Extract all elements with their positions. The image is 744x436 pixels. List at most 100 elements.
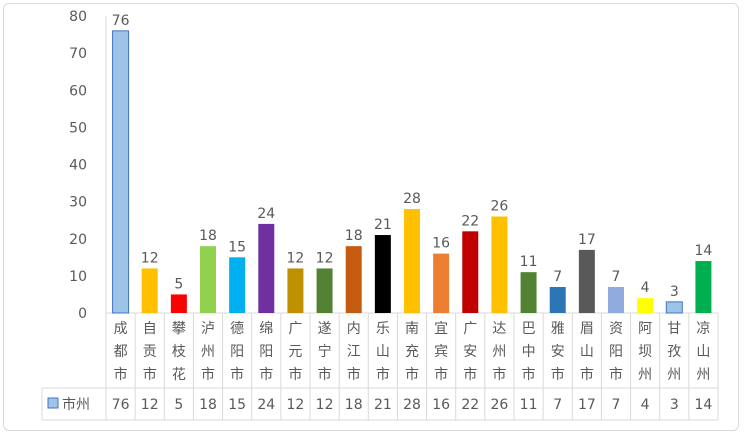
table-cell: 21 <box>374 397 392 413</box>
table-cell: 11 <box>520 397 538 413</box>
x-tick-label: 绵阳市 <box>259 320 273 383</box>
data-label: 17 <box>578 232 596 248</box>
bar <box>549 287 566 313</box>
x-tick-label: 甘孜州 <box>667 321 681 383</box>
x-tick-label: 德阳市 <box>230 321 244 383</box>
y-tick-label: 30 <box>69 195 87 211</box>
data-label: 76 <box>112 13 130 29</box>
table-cell: 28 <box>403 397 421 413</box>
data-label: 11 <box>520 254 538 270</box>
x-tick-label: 内江市 <box>347 321 361 383</box>
y-tick-label: 60 <box>69 83 87 99</box>
bar <box>462 231 479 313</box>
x-tick-label: 自贡市 <box>143 321 157 383</box>
data-label: 14 <box>695 243 713 259</box>
table-cell: 3 <box>670 397 679 413</box>
data-label: 4 <box>641 280 650 296</box>
table-cell: 4 <box>641 397 650 413</box>
data-label: 7 <box>612 269 621 285</box>
bar <box>200 246 216 313</box>
bar <box>491 216 508 313</box>
x-tick-label: 眉山市 <box>580 321 594 383</box>
bar <box>170 294 187 313</box>
x-tick-label: 雅安市 <box>551 321 565 383</box>
bar <box>316 268 333 313</box>
x-tick-label: 宜宾市 <box>434 321 448 383</box>
table-cell: 26 <box>491 397 509 413</box>
table-cell: 7 <box>553 397 562 413</box>
x-tick-label: 广安市 <box>463 321 477 383</box>
data-label: 21 <box>374 217 392 233</box>
x-tick-label: 泸州市 <box>201 321 215 383</box>
x-tick-label: 资阳市 <box>609 321 623 383</box>
data-label: 24 <box>257 206 275 222</box>
bar <box>141 268 158 313</box>
bar <box>520 272 537 313</box>
x-tick-label: 成都市 <box>114 321 128 383</box>
table-cell: 12 <box>287 397 305 413</box>
table-cell: 12 <box>141 397 159 413</box>
data-label: 12 <box>316 250 334 266</box>
data-label: 7 <box>553 269 562 285</box>
bars <box>112 30 712 314</box>
bar <box>637 298 654 313</box>
y-tick-label: 40 <box>69 158 87 174</box>
y-axis: 0 10 20 30 40 50 60 70 80 <box>69 9 718 322</box>
x-tick-label: 攀枝花 <box>172 321 186 383</box>
bar <box>404 209 420 313</box>
bar <box>695 261 712 313</box>
data-table: 成都市 自贡市 攀枝花 泸州市 德阳市 绵阳市 广元市 遂宁市 内江市 乐山市 南充市 宜宾市 广安市 达… <box>41 313 719 421</box>
table-cell: 76 <box>112 397 130 413</box>
y-tick-label: 70 <box>69 46 87 62</box>
bar <box>608 287 624 313</box>
x-tick-label: 阿坝州 <box>638 321 652 383</box>
data-label: 5 <box>174 276 183 292</box>
bar <box>433 253 450 313</box>
x-tick-label: 达州市 <box>492 321 506 383</box>
y-tick-label: 0 <box>78 306 87 322</box>
legend-label: 市州 <box>62 396 90 413</box>
bar <box>374 235 391 313</box>
bar <box>229 257 246 313</box>
x-tick-label: 南充市 <box>405 321 419 383</box>
table-cell: 24 <box>257 397 275 413</box>
table-cell: 16 <box>432 397 450 413</box>
table-cell: 12 <box>316 397 334 413</box>
bar <box>578 249 595 313</box>
legend-key <box>47 397 59 409</box>
data-label: 15 <box>228 239 246 255</box>
data-label: 3 <box>670 284 679 300</box>
table-cell: 18 <box>199 397 217 413</box>
x-tick-label: 遂宁市 <box>318 321 332 383</box>
y-tick-label: 20 <box>69 232 87 248</box>
data-label: 12 <box>287 250 305 266</box>
table-cell: 15 <box>228 397 246 413</box>
data-label: 12 <box>141 250 159 266</box>
table-cell: 7 <box>612 397 621 413</box>
bar <box>287 268 304 313</box>
bar <box>112 30 130 314</box>
y-tick-label: 50 <box>69 120 87 136</box>
table-cell: 22 <box>461 397 479 413</box>
x-tick-label: 广元市 <box>288 321 302 383</box>
bar <box>345 246 362 313</box>
x-tick-label: 凉山州 <box>696 321 710 383</box>
bar <box>258 223 275 313</box>
table-cell: 17 <box>578 397 596 413</box>
x-tick-label: 乐山市 <box>376 321 390 383</box>
table-cell: 18 <box>345 397 363 413</box>
data-label: 26 <box>491 198 509 214</box>
data-labels: 76 12 5 18 15 24 12 12 18 21 28 16 22 26 11 7 17 7 4 3 14 <box>112 13 713 300</box>
y-tick-label: 80 <box>69 9 87 25</box>
bar <box>665 301 683 314</box>
data-label: 16 <box>432 236 450 252</box>
data-label: 18 <box>345 228 363 244</box>
y-tick-label: 10 <box>69 269 87 285</box>
data-label: 22 <box>461 213 479 229</box>
table-cell: 14 <box>695 397 713 413</box>
x-tick-label: 巴中市 <box>522 321 536 383</box>
data-label: 28 <box>403 191 421 207</box>
data-label: 18 <box>199 228 217 244</box>
table-cell: 5 <box>174 397 183 413</box>
